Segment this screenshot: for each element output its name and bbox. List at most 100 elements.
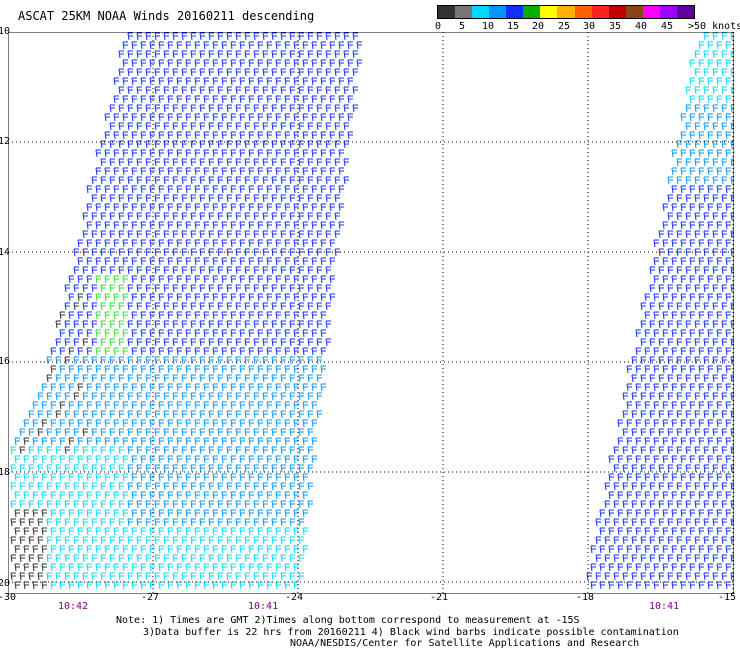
wind-barb [658,482,664,491]
wind-barb [680,221,686,230]
wind-barb [271,176,277,185]
wind-barb [230,203,236,212]
wind-barb [226,572,232,581]
wind-barb [662,257,668,266]
wind-barb [248,41,254,50]
wind-barb [104,203,110,212]
wind-barb [712,212,718,221]
wind-barb [248,293,254,302]
wind-barb [194,419,200,428]
wind-barb [140,545,146,554]
wind-barb [289,356,295,365]
wind-barb [136,338,142,347]
wind-barb [145,464,151,473]
wind-barb [280,68,286,77]
wind-barb [158,203,164,212]
wind-barb [28,518,34,527]
wind-barb [280,86,286,95]
wind-barb [244,230,250,239]
wind-barb [257,347,263,356]
wind-barb [122,545,128,554]
wind-barb [293,581,299,590]
wind-barb [311,167,317,176]
wind-barb [257,257,263,266]
wind-barb [334,212,340,221]
wind-barb [55,356,61,365]
wind-barb [334,122,340,131]
wind-barb [136,86,142,95]
wind-barb [73,338,79,347]
wind-barb [338,59,344,68]
wind-barb [64,536,70,545]
wind-barb [298,338,304,347]
wind-barb [226,50,232,59]
wind-barb [172,266,178,275]
wind-barb [622,410,628,419]
wind-barb [73,518,79,527]
wind-barb [698,329,704,338]
wind-barb [352,50,358,59]
wind-barb [68,275,74,284]
wind-barb [244,50,250,59]
wind-barb [707,293,713,302]
wind-barb [194,113,200,122]
wind-barb [275,437,281,446]
wind-barb [203,185,209,194]
wind-barb [644,509,650,518]
wind-barb [280,104,286,113]
wind-barb [266,41,272,50]
wind-barb [320,41,326,50]
wind-barb [163,392,169,401]
wind-barb [190,428,196,437]
wind-barb [721,410,727,419]
wind-barb [680,275,686,284]
wind-barb [145,500,151,509]
wind-barb [190,140,196,149]
wind-barb [140,329,146,338]
y-tick-label: -18 [0,467,11,478]
wind-barb [86,365,92,374]
wind-barb [689,239,695,248]
legend-label: 20 [532,21,545,32]
wind-barb [653,473,659,482]
wind-barb [640,500,646,509]
wind-barb [721,266,727,275]
wind-barb [262,248,268,257]
wind-barb [284,491,290,500]
wind-barb [262,500,268,509]
wind-barb [167,473,173,482]
wind-barb [235,374,241,383]
wind-barb [658,392,664,401]
wind-barb [635,455,641,464]
wind-barb [680,491,686,500]
wind-barb [95,419,101,428]
wind-barb [149,221,155,230]
wind-barb [640,446,646,455]
wind-barb [293,347,299,356]
wind-barb [149,41,155,50]
wind-barb [230,365,236,374]
wind-barb [284,455,290,464]
wind-barb [158,239,164,248]
wind-barb [284,311,290,320]
wind-barb [298,356,304,365]
wind-barb [649,338,655,347]
wind-barb [667,500,673,509]
wind-barb [257,167,263,176]
wind-barb [266,311,272,320]
wind-barb [77,473,83,482]
wind-barb [59,419,65,428]
wind-barb [253,104,259,113]
wind-barb [235,500,241,509]
wind-barb [95,527,101,536]
wind-barb [91,194,97,203]
wind-barb [685,446,691,455]
wind-barb [680,329,686,338]
wind-barb [64,572,70,581]
wind-barb [653,581,659,590]
wind-barb [280,428,286,437]
wind-barb [698,113,704,122]
wind-barb [32,527,38,536]
wind-barb [199,302,205,311]
wind-barb [293,437,299,446]
